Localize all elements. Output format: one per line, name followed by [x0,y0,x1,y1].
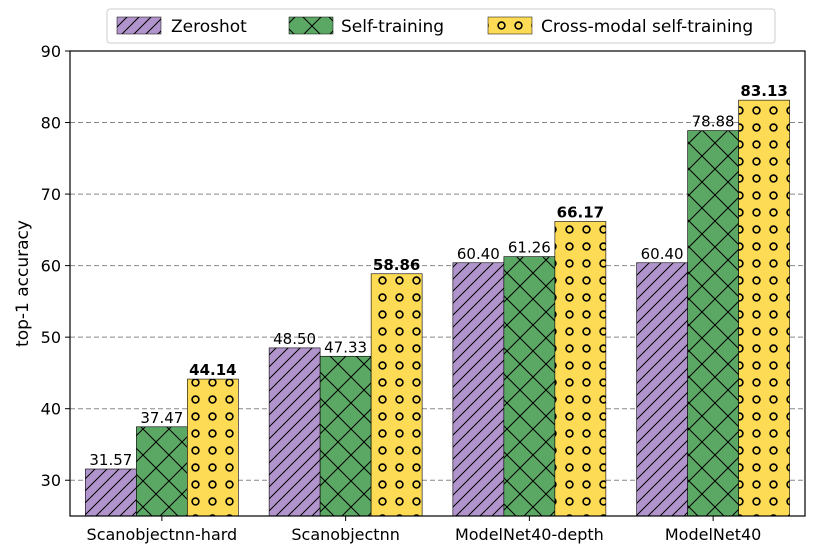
data-labels: 31.57 37.47 44.14 48.50 47.33 58.86 60.40 61.26… [89,82,787,469]
y-tick-label: 40 [41,400,61,419]
bar-value-label: 83.13 [740,82,787,100]
bar-cross-2 [503,256,556,517]
x-tick-label: ModelNet40 [665,525,761,544]
bar-value-label: 60.40 [457,245,500,263]
y-tick-label: 50 [41,328,61,347]
bar-value-label: 78.88 [692,113,735,131]
y-tick-label: 60 [41,257,61,276]
bar-value-label: 61.26 [508,239,551,257]
y-axis-label: top-1 accuracy [13,220,33,347]
bar-diagonal-0 [85,468,137,517]
legend: Zeroshot Self-training Cross-modal self-tr… [106,8,776,44]
bar-value-label: 58.86 [373,256,420,274]
legend-label: Self-training [341,17,444,37]
x-tick-label: Scanobjectnn [291,525,399,544]
legend-swatch-circles [487,16,533,35]
y-axis: 30 40 50 60 70 80 90 [41,42,70,490]
y-tick-label: 70 [41,185,61,204]
legend-swatch-diagonal [116,16,162,35]
bar-cross-3 [687,130,739,517]
bar-circles-0 [187,378,239,517]
bar-cross-0 [136,426,188,517]
x-tick-label: Scanobjectnn-hard [87,525,238,544]
plot-frame [69,50,806,517]
y-tick-label: 80 [41,114,61,133]
y-tick-label: 90 [41,42,61,61]
bar-diagonal-2 [452,262,505,517]
bar-circles-2 [554,221,607,517]
bar-circles-1 [370,273,423,517]
bar-value-label: 66.17 [557,203,604,221]
bar-value-label: 37.47 [140,409,183,427]
bar-value-label: 31.57 [89,451,132,469]
x-tick-label: ModelNet40-depth [455,525,604,544]
legend-label: Cross-modal self-training [541,17,753,37]
bar-value-label: 48.50 [273,330,316,348]
x-axis: Scanobjectnn-hard Scanobjectnn ModelNet40-… [87,516,761,544]
bar-value-label: 60.40 [641,245,684,263]
legend-label: Zeroshot [171,17,247,37]
bar-value-label: 44.14 [189,361,236,379]
bar-value-label: 47.33 [324,338,367,356]
bar-circles-3 [738,99,790,517]
bar-diagonal-1 [268,347,321,517]
y-tick-label: 30 [41,471,61,490]
bar-cross-1 [319,355,372,517]
legend-swatch-cross [288,16,334,35]
bars [85,99,790,517]
legend-box [106,8,776,44]
bar-diagonal-3 [636,262,688,517]
